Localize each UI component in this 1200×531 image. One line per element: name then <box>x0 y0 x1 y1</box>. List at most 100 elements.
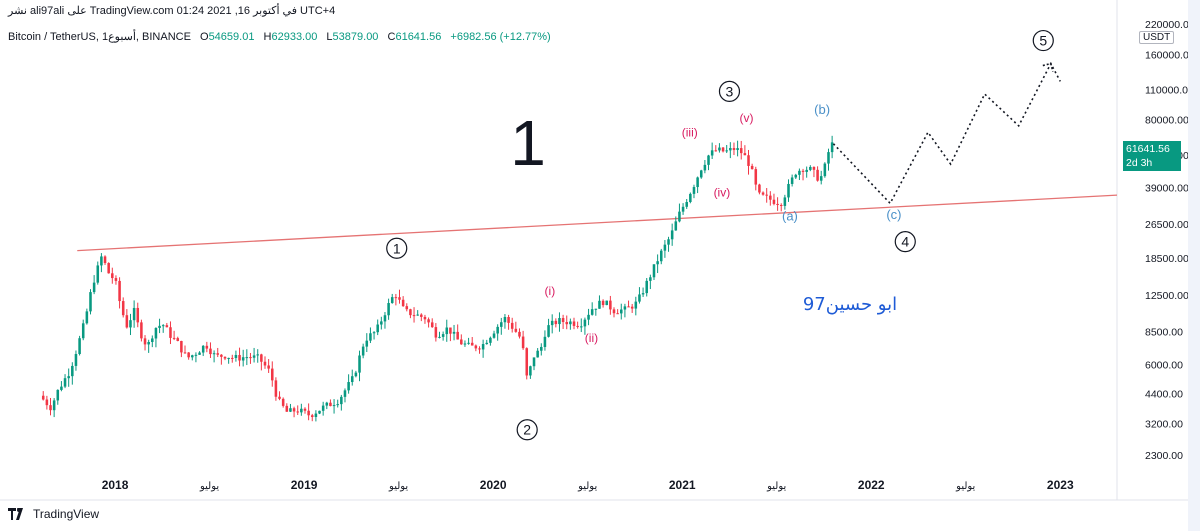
price-tick-label: 26500.00 <box>1145 219 1189 231</box>
candle-body <box>500 322 503 327</box>
candle-body <box>409 309 412 316</box>
wave-label: 2 <box>523 422 531 438</box>
subwave-label: (iv) <box>714 185 731 199</box>
scroll-edge <box>1188 0 1200 531</box>
candle-body <box>467 342 470 344</box>
price-tick-label: 39000.00 <box>1145 183 1189 195</box>
candle-body <box>525 348 529 376</box>
wave-circle <box>386 237 408 259</box>
price-tick-label: 220000.00 <box>1145 19 1195 31</box>
candle-body <box>423 316 427 320</box>
candle-body <box>598 300 601 309</box>
price-tick-label: 12500.00 <box>1145 290 1189 302</box>
candle-body <box>249 357 252 359</box>
candle-body <box>376 324 379 333</box>
candle-body <box>521 336 525 349</box>
candle-body <box>761 192 765 195</box>
trendline[interactable] <box>77 194 1118 252</box>
candle-body <box>340 396 343 405</box>
price-tick-label: 2300.00 <box>1145 450 1183 462</box>
candle-body <box>289 408 292 412</box>
candle-body <box>212 353 216 355</box>
candle-body <box>547 325 550 337</box>
last-price: 61641.56 <box>1126 143 1170 155</box>
candle-body <box>74 353 78 366</box>
candle-body <box>100 256 103 266</box>
ohlc-low: L53879.00 <box>326 31 379 43</box>
candle-body <box>518 331 521 337</box>
candle-body <box>710 150 714 156</box>
candle-body <box>154 327 158 339</box>
wave-circle <box>894 230 916 253</box>
price-tick-label: 18500.00 <box>1145 253 1189 265</box>
candle-body <box>736 148 739 151</box>
candle-body <box>492 333 496 338</box>
candle-body <box>787 183 790 198</box>
candle-body <box>496 326 499 334</box>
ohlc-change: +6982.56 (+12.77%) <box>450 31 551 43</box>
candle-body <box>383 315 387 322</box>
candle-body <box>227 357 230 359</box>
candle-body <box>372 332 376 334</box>
candle-body <box>750 165 754 170</box>
big-label: 1 <box>510 107 546 179</box>
candle-body <box>303 408 307 411</box>
subwave-label: (v) <box>739 111 753 125</box>
candle-body <box>71 365 74 377</box>
price-tick-label: 6000.00 <box>1145 359 1183 371</box>
candle-body <box>729 148 732 151</box>
candle-body <box>231 357 234 359</box>
candle-body <box>81 323 85 339</box>
time-tick-label: يوليو <box>766 481 786 492</box>
candle-body <box>281 398 285 406</box>
projection-path[interactable] <box>832 61 1061 205</box>
candle-body <box>405 306 409 310</box>
candle-body <box>292 408 296 412</box>
candle-body <box>125 315 129 328</box>
currency-badge[interactable]: USDT <box>1139 31 1175 44</box>
symbol-name[interactable]: Bitcoin / TetherUS, 1أسبوع, BINANCE <box>8 31 191 43</box>
candle-body <box>514 328 518 332</box>
candle-body <box>147 342 150 345</box>
candle-body <box>609 300 612 310</box>
candle-body <box>714 150 718 152</box>
candle-body <box>641 293 645 295</box>
candle-body <box>667 239 670 245</box>
candle-body <box>394 297 398 299</box>
price-axis: 2300.00 3200.00 4400.00 6000.00 8500.00 12500… <box>1116 0 1195 500</box>
candle-body <box>638 294 641 302</box>
candle-body <box>819 176 823 181</box>
candle-body <box>252 355 256 358</box>
candle-body <box>616 313 619 315</box>
candle-body <box>67 376 70 379</box>
candle-body <box>329 402 332 407</box>
candle-body <box>151 338 154 343</box>
price-tick-label: 110000.00 <box>1145 85 1194 97</box>
candle-body <box>699 170 703 178</box>
candle-body <box>656 261 659 265</box>
candle-body <box>256 354 259 356</box>
ohlc-open: O54659.01 <box>200 31 255 43</box>
candle-body <box>732 148 736 151</box>
candle-body <box>390 297 394 304</box>
candle-body <box>369 333 372 341</box>
candle-body <box>619 309 623 314</box>
ohlc-high: H62933.00 <box>263 31 318 43</box>
candle-body <box>350 376 354 383</box>
time-tick-label: 2022 <box>858 478 885 492</box>
candle-body <box>180 340 183 353</box>
tradingview-logo-icon <box>8 508 28 520</box>
candle-body <box>223 356 227 359</box>
wave-label: 1 <box>393 240 401 256</box>
candle-body <box>601 300 605 306</box>
footer-brand[interactable]: TradingView <box>8 507 99 521</box>
candle-body <box>354 372 358 377</box>
candle-body <box>743 153 747 156</box>
candle-body <box>169 327 172 338</box>
candle-body <box>234 354 238 359</box>
candle-body <box>627 306 630 308</box>
candle-body <box>387 303 390 316</box>
candle-body <box>707 155 710 165</box>
candle-body <box>260 354 263 362</box>
